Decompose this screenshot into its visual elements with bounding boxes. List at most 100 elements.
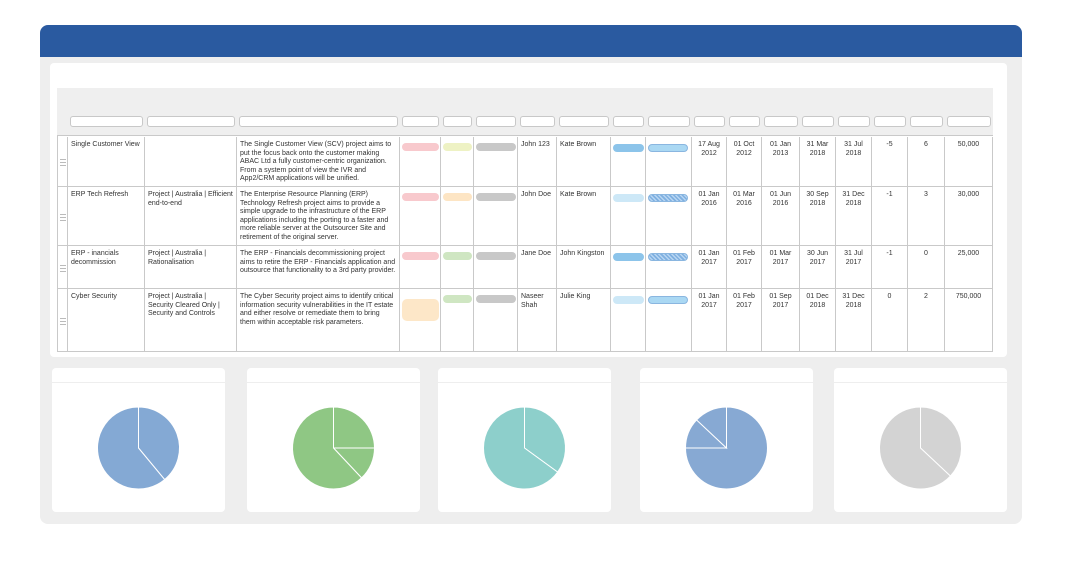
amount: 30,000 bbox=[945, 187, 993, 246]
dates: 31 Mar 2018 bbox=[800, 137, 836, 187]
dates: 01 Feb 2017 bbox=[727, 246, 762, 289]
filter-input[interactable] bbox=[874, 116, 906, 127]
cell bbox=[474, 137, 518, 187]
description: The Single Customer View (SCV) project a… bbox=[237, 137, 400, 187]
person: Kate Brown bbox=[557, 187, 611, 246]
person: John 123 bbox=[518, 137, 557, 187]
name: Cyber Security bbox=[68, 289, 145, 352]
name: ERP - inancials decommission bbox=[68, 246, 145, 289]
cell bbox=[474, 289, 518, 352]
dates: 31 Jul 2018 bbox=[836, 137, 872, 187]
description: The Enterprise Resource Planning (ERP) T… bbox=[237, 187, 400, 246]
cell bbox=[611, 187, 646, 246]
filter-input[interactable] bbox=[147, 116, 235, 127]
status-pill bbox=[476, 143, 516, 151]
cell bbox=[474, 246, 518, 289]
cell bbox=[474, 187, 518, 246]
status-pill bbox=[443, 193, 472, 201]
filter-input[interactable] bbox=[559, 116, 609, 127]
filter-input[interactable] bbox=[70, 116, 143, 127]
person: Julie King bbox=[557, 289, 611, 352]
filter-input[interactable] bbox=[729, 116, 760, 127]
amount: 50,000 bbox=[945, 137, 993, 187]
progress-bar bbox=[648, 253, 688, 261]
status-pill bbox=[443, 252, 472, 260]
dates: 01 Oct 2012 bbox=[727, 137, 762, 187]
dates: 01 Jan 2017 bbox=[692, 289, 727, 352]
filter-input[interactable] bbox=[648, 116, 690, 127]
card-divider bbox=[640, 382, 813, 383]
dates: 31 Jul 2017 bbox=[836, 246, 872, 289]
status-pill bbox=[402, 299, 439, 321]
person: Naseer Shah bbox=[518, 289, 557, 352]
amount: 25,000 bbox=[945, 246, 993, 289]
drag-handle bbox=[60, 162, 66, 163]
cell bbox=[400, 137, 441, 187]
chart-card bbox=[834, 368, 1007, 512]
filter-input[interactable] bbox=[947, 116, 991, 127]
status-pill bbox=[443, 143, 472, 151]
progress-bar bbox=[613, 194, 644, 202]
status-pill bbox=[476, 193, 516, 201]
num: -5 bbox=[872, 137, 908, 187]
filter-input[interactable] bbox=[764, 116, 798, 127]
dates: 01 Jan 2016 bbox=[692, 187, 727, 246]
drag-handle bbox=[60, 216, 66, 218]
filter-input[interactable] bbox=[443, 116, 472, 127]
chart-card bbox=[438, 368, 611, 512]
filter-input[interactable] bbox=[613, 116, 644, 127]
filter-input[interactable] bbox=[838, 116, 870, 127]
cell bbox=[441, 246, 474, 289]
status-pill bbox=[402, 143, 439, 151]
drag-handle bbox=[60, 213, 66, 215]
num: -1 bbox=[872, 187, 908, 246]
card-divider bbox=[52, 382, 225, 383]
cell bbox=[57, 137, 68, 187]
filter-input[interactable] bbox=[476, 116, 516, 127]
drag-handle bbox=[60, 320, 66, 322]
card-divider bbox=[247, 382, 420, 383]
cell bbox=[57, 187, 68, 246]
name: ERP Tech Refresh bbox=[68, 187, 145, 246]
cell bbox=[646, 187, 692, 246]
cell bbox=[611, 137, 646, 187]
dates: 01 Sep 2017 bbox=[762, 289, 800, 352]
status-pill bbox=[443, 295, 472, 303]
cell bbox=[57, 246, 68, 289]
num: 0 bbox=[908, 246, 945, 289]
tags: Project | Australia | Efficient end-to-e… bbox=[145, 187, 237, 246]
dates: 30 Sep 2018 bbox=[800, 187, 836, 246]
drag-handle bbox=[60, 267, 66, 269]
status-pill bbox=[476, 295, 516, 303]
description: The Cyber Security project aims to ident… bbox=[237, 289, 400, 352]
dates: 01 Jan 2017 bbox=[692, 246, 727, 289]
card-divider bbox=[438, 382, 611, 383]
cell bbox=[441, 137, 474, 187]
filter-input[interactable] bbox=[802, 116, 834, 127]
cell bbox=[57, 289, 68, 352]
filter-input[interactable] bbox=[694, 116, 725, 127]
cell bbox=[400, 187, 441, 246]
table-header bbox=[57, 88, 993, 136]
cell bbox=[646, 246, 692, 289]
chart-card bbox=[52, 368, 225, 512]
drag-handle bbox=[60, 323, 66, 325]
dates: 01 Mar 2016 bbox=[727, 187, 762, 246]
dates: 01 Jun 2016 bbox=[762, 187, 800, 246]
filter-input[interactable] bbox=[239, 116, 398, 127]
cell bbox=[646, 137, 692, 187]
dates: 31 Dec 2018 bbox=[836, 187, 872, 246]
description: The ERP - Financials decommissioning pro… bbox=[237, 246, 400, 289]
filter-input[interactable] bbox=[402, 116, 439, 127]
progress-bar bbox=[613, 253, 644, 261]
cell bbox=[646, 289, 692, 352]
dates: 01 Mar 2017 bbox=[762, 246, 800, 289]
filter-input[interactable] bbox=[520, 116, 555, 127]
progress-bar bbox=[648, 296, 688, 304]
progress-bar bbox=[613, 144, 644, 152]
filter-input[interactable] bbox=[910, 116, 943, 127]
drag-handle bbox=[60, 219, 66, 221]
